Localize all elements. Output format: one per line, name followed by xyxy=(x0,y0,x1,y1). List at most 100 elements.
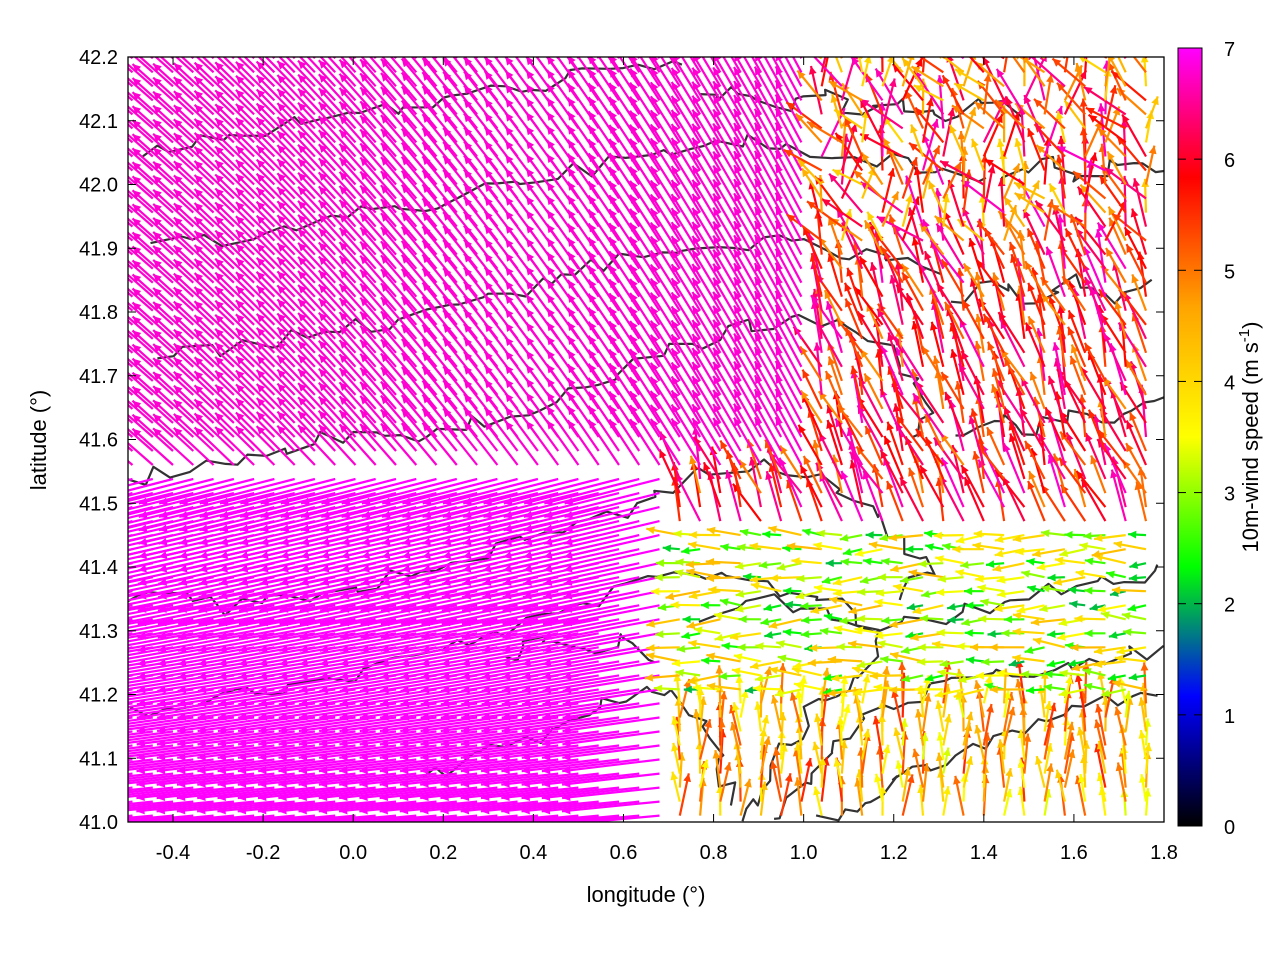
wind-vector xyxy=(177,646,275,667)
wind-vector xyxy=(454,57,458,59)
wind-vector xyxy=(688,531,721,539)
wind-vector xyxy=(137,590,235,613)
wind-vector xyxy=(814,713,823,746)
wind-vector xyxy=(1116,646,1147,655)
wind-vector xyxy=(400,422,438,466)
wind-vector xyxy=(460,758,559,775)
wind-vector xyxy=(258,646,356,667)
wind-vector xyxy=(927,180,945,214)
wind-vector xyxy=(770,760,783,802)
x-tick-label: 0.2 xyxy=(429,842,457,864)
wind-vector xyxy=(972,542,1005,551)
wind-vector xyxy=(686,618,721,629)
wind-vector xyxy=(754,674,782,683)
wind-vector xyxy=(128,506,214,529)
wind-vector xyxy=(522,562,620,586)
wind-vector xyxy=(255,425,296,466)
wind-vector xyxy=(985,560,1005,568)
wind-vector xyxy=(158,477,255,506)
wind-vector xyxy=(1059,548,1086,557)
colorbar-label: 10m-wind speed (m s-1) xyxy=(1236,322,1263,553)
wind-vector xyxy=(893,727,904,760)
wind-vector xyxy=(402,477,498,506)
wind-vector xyxy=(918,57,944,74)
wind-vector xyxy=(177,618,275,640)
wind-vector xyxy=(674,569,701,579)
wind-vector xyxy=(989,643,1025,652)
wind-vector xyxy=(1041,584,1066,593)
wind-vector xyxy=(779,57,783,59)
wind-vector xyxy=(774,234,803,284)
wind-vector xyxy=(562,744,660,761)
wind-vector xyxy=(128,772,214,785)
wind-vector xyxy=(542,590,640,613)
wind-vector xyxy=(136,772,235,788)
wind-vector xyxy=(481,716,579,734)
wind-vector xyxy=(842,548,863,556)
wind-vector xyxy=(655,630,680,639)
wind-vector xyxy=(441,646,539,667)
wind-vector xyxy=(523,492,620,519)
wind-vector xyxy=(1084,432,1107,480)
wind-vector xyxy=(774,178,803,228)
wind-vector xyxy=(481,688,579,707)
wind-vector xyxy=(786,542,822,551)
wind-vector xyxy=(235,383,276,424)
wind-vector xyxy=(561,772,660,788)
wind-vector xyxy=(688,639,721,649)
wind-vector xyxy=(128,800,214,812)
wind-vector xyxy=(924,413,945,452)
wind-vector xyxy=(997,590,1025,598)
wind-vector xyxy=(420,702,518,721)
wind-vector xyxy=(942,786,951,816)
wind-vector xyxy=(128,632,153,639)
wind-vector xyxy=(1021,570,1045,579)
wind-vector xyxy=(1020,670,1045,679)
wind-vector xyxy=(1113,540,1147,551)
wind-vector xyxy=(910,632,944,642)
wind-vector xyxy=(1128,530,1147,539)
wind-vector xyxy=(317,367,357,410)
wind-vector xyxy=(460,716,559,734)
wind-vector xyxy=(413,57,418,60)
wind-vector xyxy=(199,506,295,533)
wind-vector xyxy=(827,655,863,664)
wind-vector xyxy=(380,618,478,640)
wind-vector xyxy=(128,385,154,410)
wind-vector xyxy=(419,800,518,815)
wind-vector xyxy=(895,760,904,788)
wind-vector xyxy=(657,57,661,59)
wind-vector xyxy=(1138,729,1148,760)
wind-vector xyxy=(460,744,559,761)
wind-vector xyxy=(836,642,863,651)
wind-vector xyxy=(935,752,945,788)
wind-vector xyxy=(699,718,712,760)
wind-vector xyxy=(128,618,214,637)
wind-vector xyxy=(562,702,660,721)
wind-vector xyxy=(136,786,235,801)
wind-vector xyxy=(875,589,903,597)
wind-vector xyxy=(814,210,823,255)
x-tick-label: 1.8 xyxy=(1150,842,1178,864)
wind-vector xyxy=(128,590,194,606)
wind-vector xyxy=(563,534,660,559)
wind-vector xyxy=(339,632,437,654)
wind-vector xyxy=(712,417,742,466)
wind-vector xyxy=(980,598,1005,607)
wind-vector xyxy=(317,382,357,424)
wind-vector xyxy=(461,702,559,721)
wind-vector xyxy=(176,772,275,788)
wind-vector xyxy=(748,456,762,508)
wind-vector xyxy=(460,800,559,815)
wind-vector xyxy=(973,530,1005,538)
wind-vector xyxy=(257,800,356,815)
wind-vector xyxy=(562,632,660,654)
wind-vector xyxy=(769,574,802,582)
wind-vector xyxy=(899,576,924,584)
wind-vector xyxy=(218,646,316,667)
wind-vector xyxy=(1125,420,1148,466)
wind-vector xyxy=(774,262,803,312)
wind-vector xyxy=(774,318,803,368)
wind-vector xyxy=(128,646,153,653)
wind-vector xyxy=(953,775,965,816)
